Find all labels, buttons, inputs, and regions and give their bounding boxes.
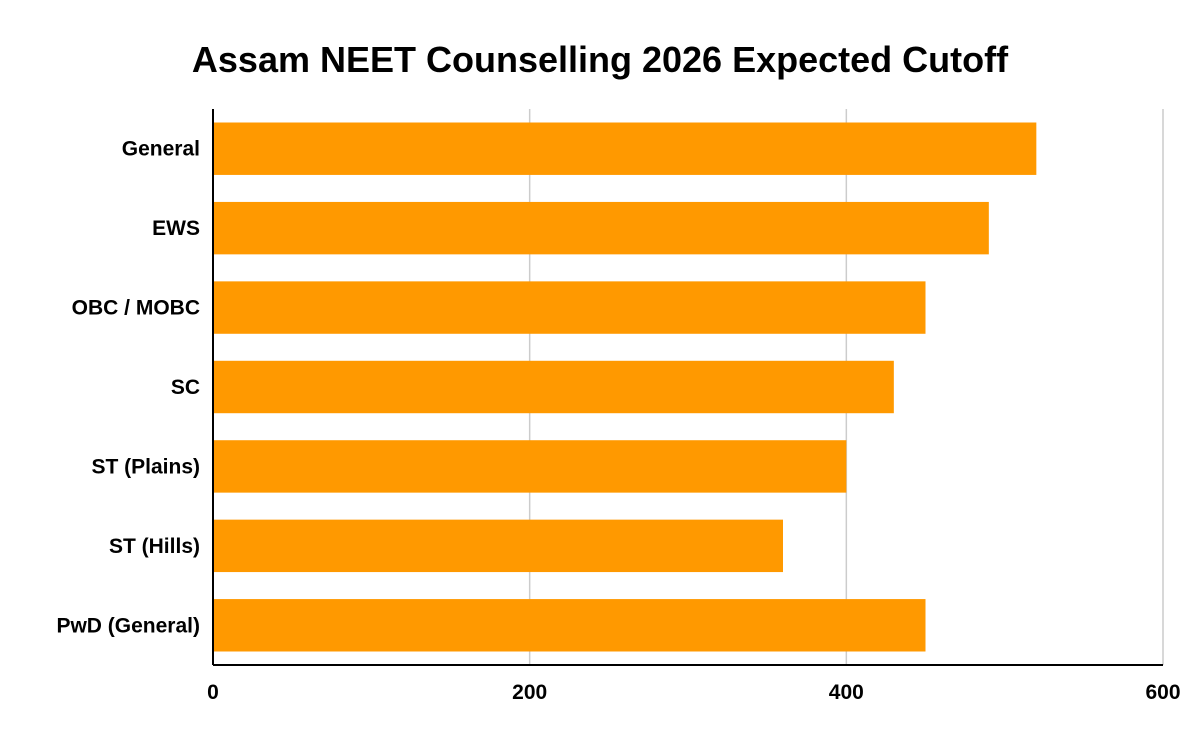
bar: [213, 599, 926, 652]
category-label: ST (Plains): [91, 455, 200, 478]
x-tick-label: 400: [829, 681, 864, 704]
category-label: OBC / MOBC: [72, 297, 200, 320]
bars: [213, 122, 1037, 652]
x-tick-label: 600: [1145, 681, 1180, 704]
bar: [213, 122, 1037, 175]
bar: [213, 201, 989, 255]
category-labels: General EWS OBC / MOBC SC ST (Plains) ST (Hil…: [56, 138, 200, 638]
category-label: PwD (General): [56, 614, 200, 637]
bar: [213, 440, 847, 493]
category-label: EWS: [152, 217, 200, 240]
x-tick-label: 0: [207, 681, 219, 704]
x-tick-labels: 0 200 400 600: [207, 681, 1180, 704]
category-label: SC: [171, 376, 200, 399]
category-label: ST (Hills): [109, 535, 200, 558]
bar: [213, 360, 894, 414]
category-label: General: [122, 138, 200, 161]
chart-title: Assam NEET Counselling 2026 Expected Cut…: [191, 39, 1009, 80]
x-tick-label: 200: [512, 681, 547, 704]
bar: [213, 519, 783, 573]
axes: [212, 109, 1163, 666]
bar: [213, 281, 926, 334]
